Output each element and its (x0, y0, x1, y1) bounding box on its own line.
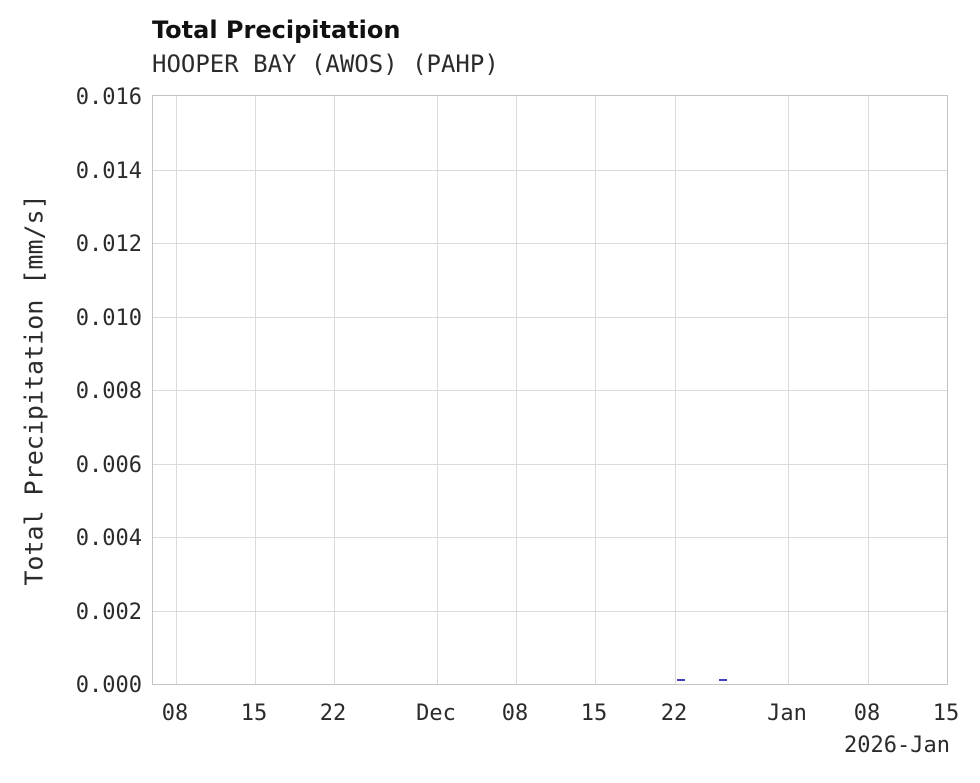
x-tick-label: Dec (416, 701, 456, 726)
chart-title: Total Precipitation (152, 16, 401, 44)
y-tick-label: 0.010 (75, 306, 142, 331)
y-tick-label: 0.000 (75, 673, 142, 698)
x-tick-label: 15 (932, 701, 960, 726)
gridline-vertical (516, 96, 517, 684)
y-tick-label: 0.006 (75, 453, 142, 478)
y-tick-label: 0.004 (75, 526, 142, 551)
x-tick-label: 08 (501, 701, 529, 726)
gridline-vertical (675, 96, 676, 684)
chart-subtitle: HOOPER BAY (AWOS) (PAHP) (152, 50, 499, 78)
x-tick-label: Jan (767, 701, 807, 726)
x-tick-label: 08 (853, 701, 881, 726)
gridline-vertical (788, 96, 789, 684)
x-tick-label: 22 (319, 701, 347, 726)
gridline-vertical (176, 96, 177, 684)
y-tick-label: 0.016 (75, 85, 142, 110)
precipitation-series-mark (719, 679, 727, 681)
gridline-vertical (868, 96, 869, 684)
gridline-horizontal (153, 243, 947, 244)
x-tick-label: 15 (580, 701, 608, 726)
x-period-label: 2026-Jan (844, 733, 950, 758)
y-tick-label: 0.012 (75, 232, 142, 257)
gridline-vertical (255, 96, 256, 684)
precipitation-series-mark (677, 679, 685, 681)
gridline-horizontal (153, 611, 947, 612)
gridline-vertical (595, 96, 596, 684)
x-tick-label: 22 (660, 701, 688, 726)
y-tick-label: 0.002 (75, 600, 142, 625)
x-tick-label: 08 (161, 701, 189, 726)
gridline-vertical (334, 96, 335, 684)
gridline-horizontal (153, 390, 947, 391)
gridline-horizontal (153, 170, 947, 171)
gridline-horizontal (153, 537, 947, 538)
gridline-vertical (437, 96, 438, 684)
x-tick-label: 15 (240, 701, 268, 726)
y-tick-label: 0.008 (75, 379, 142, 404)
y-tick-label: 0.014 (75, 159, 142, 184)
plot-area (152, 95, 948, 685)
gridline-horizontal (153, 317, 947, 318)
gridline-horizontal (153, 464, 947, 465)
